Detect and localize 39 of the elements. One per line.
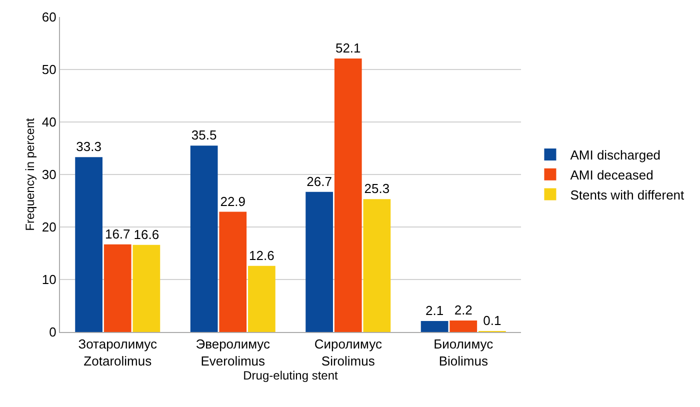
bar — [306, 192, 333, 332]
data-label: 33.3 — [76, 139, 102, 154]
y-tick-label: 30 — [42, 167, 56, 182]
data-label: 52.1 — [335, 40, 361, 56]
x-tick-label: Сиролимус Sirolimus — [314, 336, 382, 368]
bar — [420, 320, 448, 332]
data-label: 2.2 — [454, 302, 472, 318]
bar — [132, 244, 160, 332]
bar — [363, 199, 391, 332]
y-tick-label: 50 — [42, 62, 56, 78]
data-label: 16.7 — [104, 226, 130, 242]
x-tick-label: Зотаролимус Zotarolimus — [78, 336, 158, 368]
x-axis-title: Drug-eluting stent — [243, 368, 339, 382]
y-axis-title: Frequency in percent — [23, 117, 38, 231]
data-label: 25.3 — [364, 181, 390, 196]
data-label: 2.1 — [426, 302, 444, 318]
bar — [190, 146, 218, 332]
legend-label: AMI discharged — [570, 148, 661, 163]
legend-label: AMI deceased — [570, 167, 654, 182]
y-tick-label: 10 — [42, 272, 56, 288]
data-label: 16.6 — [134, 226, 160, 242]
bar — [104, 244, 132, 332]
x-tick-label: Эверолимус Everolimus — [196, 336, 271, 368]
data-label: 22.9 — [220, 194, 246, 209]
y-tick-label: 0 — [49, 324, 56, 340]
data-label: 0.1 — [483, 313, 502, 328]
bar — [75, 157, 102, 332]
data-label: 12.6 — [249, 248, 274, 263]
y-tick-label: 40 — [42, 114, 56, 130]
x-tick-label: Биолимус Biolimus — [434, 336, 494, 368]
bar — [248, 266, 276, 332]
bar — [334, 58, 362, 332]
y-tick-label: 60 — [42, 10, 56, 25]
legend-label: Stents with different — [570, 187, 685, 202]
bar — [219, 212, 247, 332]
y-tick-label: 20 — [42, 220, 56, 235]
data-label: 26.7 — [306, 174, 332, 189]
bar — [450, 320, 478, 332]
data-label: 35.5 — [191, 128, 217, 143]
